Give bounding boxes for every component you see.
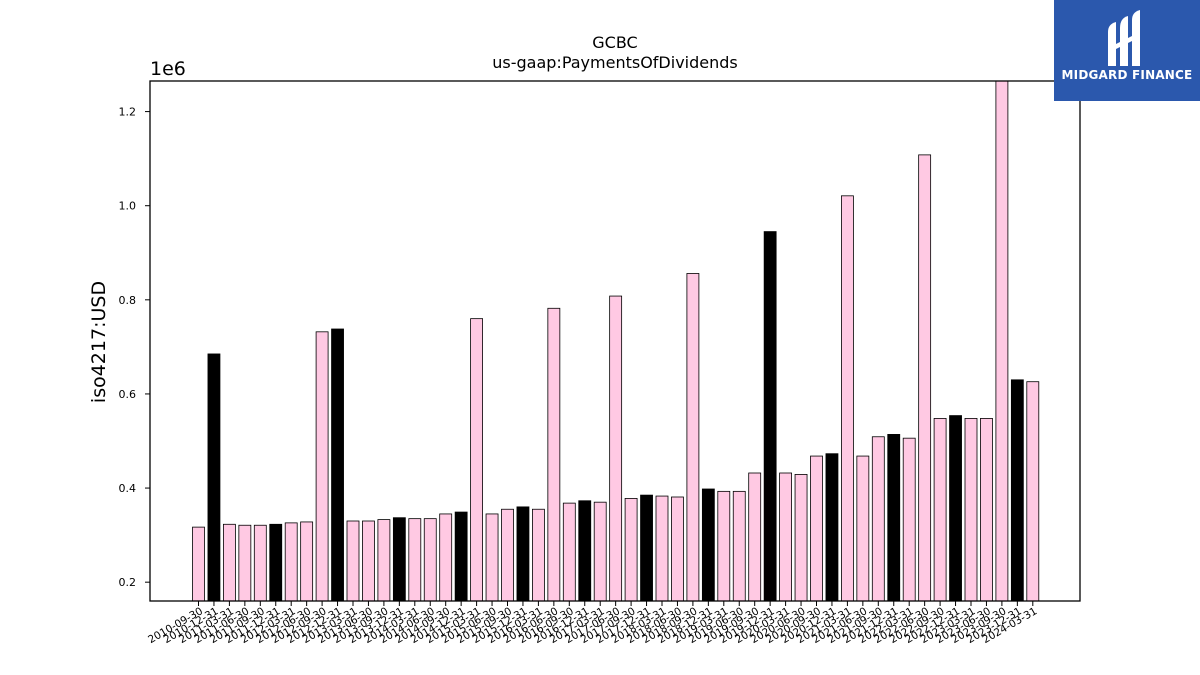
- bar-2020-06-30: [794, 474, 808, 602]
- bar-2016-03-31: [532, 508, 545, 602]
- bar-2015-03-31: [470, 318, 484, 602]
- bar-2014-06-30: [423, 518, 437, 602]
- bars-group: [192, 80, 1040, 602]
- y-ticks-group: 0.2 0.4 0.6 0.8 1.0 1.2: [119, 106, 150, 589]
- bar-2012-03-31: [284, 522, 298, 602]
- midgard-logo-icon: [1108, 10, 1140, 66]
- bar-2015-12-31: [516, 506, 530, 602]
- bar-2013-09-30: [377, 519, 391, 602]
- bar-2014-03-31: [408, 518, 422, 602]
- bar-2014-12-31: [454, 511, 468, 602]
- bar-2011-12-31: [269, 523, 283, 602]
- bar-2021-03-31: [841, 195, 854, 602]
- bar-2023-12-31: [1010, 379, 1024, 602]
- midgard-logo: MIDGARD FINANCE: [1054, 0, 1200, 101]
- y-axis-label: iso4217:USD: [88, 281, 110, 403]
- bar-2012-09-30: [315, 331, 329, 602]
- bar-2023-06-30: [980, 418, 993, 602]
- x-ticks-group: 2010-09-302010-12-312011-03-312011-06-30…: [146, 601, 1039, 646]
- bar-2018-09-30: [686, 273, 700, 602]
- bar-2019-12-31: [763, 231, 777, 602]
- bar-2013-06-30: [362, 520, 375, 602]
- bar-2022-12-31: [949, 415, 962, 602]
- bar-2022-03-31: [902, 437, 916, 602]
- bar-2018-12-31: [701, 488, 715, 602]
- bar-2022-09-30: [933, 418, 947, 602]
- bar-2011-03-31: [222, 523, 236, 602]
- y-tick-label: 0.8: [119, 294, 137, 307]
- chart-subtitle: us-gaap:PaymentsOfDividends: [492, 53, 737, 72]
- bar-2024-03-31: [1026, 381, 1040, 602]
- bar-2020-09-30: [810, 455, 823, 602]
- bar-2023-09-30: [995, 80, 1009, 602]
- bar-2018-06-30: [671, 496, 684, 602]
- bar-2017-06-30: [609, 295, 623, 602]
- bar-2011-06-30: [238, 524, 252, 602]
- bar-2019-09-30: [748, 472, 762, 602]
- chart-title: GCBC: [592, 33, 637, 52]
- y-tick-label: 0.6: [119, 388, 137, 401]
- bar-2017-09-30: [624, 498, 638, 602]
- bar-2016-06-30: [547, 307, 561, 602]
- bar-2012-06-30: [300, 521, 314, 602]
- bar-2018-03-31: [655, 495, 669, 602]
- bar-2010-12-31: [207, 353, 221, 602]
- logo-text: MIDGARD FINANCE: [1061, 68, 1193, 82]
- bar-2021-09-30: [871, 436, 885, 602]
- y-tick-label: 1.2: [119, 106, 137, 119]
- bar-2010-09-30: [192, 526, 205, 602]
- bar-2019-06-30: [732, 490, 746, 602]
- bar-2014-09-30: [439, 513, 453, 602]
- bar-2013-03-31: [346, 520, 360, 602]
- bar-2021-06-30: [856, 455, 870, 602]
- bar-2015-09-30: [501, 508, 514, 602]
- y-multiplier-label: 1e6: [150, 58, 186, 80]
- bar-2015-06-30: [485, 513, 499, 602]
- y-tick-label: 0.2: [119, 576, 137, 589]
- bar-2011-09-30: [253, 524, 267, 602]
- plot-frame: [149, 80, 1081, 602]
- bar-2016-12-31: [578, 500, 592, 602]
- bar-2012-12-31: [331, 328, 344, 602]
- bar-2013-12-31: [392, 517, 406, 602]
- bar-2016-09-30: [562, 502, 576, 602]
- bar-2017-12-31: [640, 494, 653, 602]
- y-tick-label: 0.4: [119, 482, 137, 495]
- bar-2017-03-31: [593, 501, 607, 602]
- bar-2023-03-31: [964, 418, 978, 602]
- bar-2020-12-31: [825, 453, 839, 602]
- bar-2020-03-31: [779, 472, 792, 602]
- bar-2021-12-31: [887, 434, 901, 602]
- bar-2019-03-31: [717, 490, 731, 602]
- bar-2022-06-30: [918, 154, 932, 602]
- y-tick-label: 1.0: [119, 200, 137, 213]
